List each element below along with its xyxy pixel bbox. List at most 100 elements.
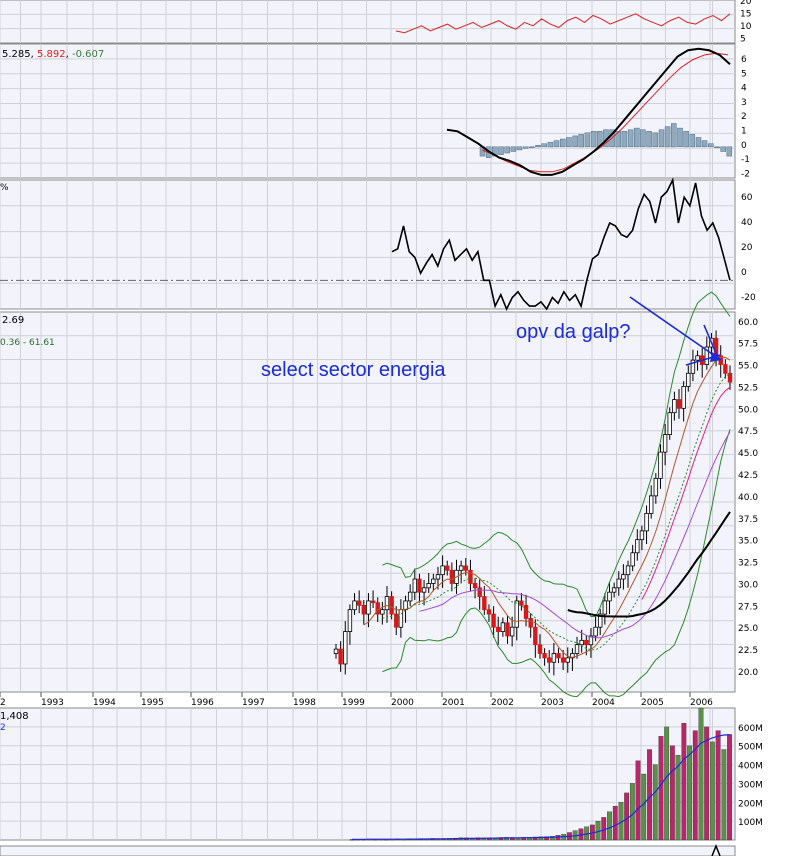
candle-down (445, 565, 450, 571)
price-tick-label: 27.5 (738, 602, 758, 612)
volume-bar (612, 805, 618, 841)
year-label: 2004 (592, 698, 615, 708)
candle-up (565, 657, 570, 663)
candle-up (574, 644, 580, 654)
macd-hist-bar (695, 137, 702, 148)
volume-bar (641, 773, 647, 841)
candle-down (723, 364, 728, 374)
price-tick-label: 42.5 (738, 471, 758, 481)
volume-bar (704, 726, 710, 841)
volume-bar (595, 820, 601, 841)
volume-bar (698, 707, 704, 841)
macd-tick-label: 3 (741, 98, 747, 108)
macd-tick-label: 1 (741, 127, 747, 137)
candle-up (366, 600, 371, 615)
volume-bar (538, 836, 544, 841)
macd-hist-bar (516, 146, 523, 151)
macd-hist-bar (615, 131, 622, 148)
macd-hist-bar (646, 131, 652, 148)
candle-down (560, 657, 566, 663)
roc-panel-bg (0, 179, 736, 310)
candle-up (695, 355, 700, 361)
year-label: 2003 (541, 698, 564, 708)
macd-hist-bar (578, 134, 584, 148)
candle-up (649, 495, 654, 514)
price-tick-label: 25.0 (738, 624, 758, 634)
candle-down (727, 372, 733, 383)
rsi-tick-label: 10 (740, 22, 752, 32)
macd-legend-part: -0.607 (72, 49, 104, 60)
candle-up (352, 600, 357, 611)
candle-up (588, 635, 594, 646)
candle-down (537, 644, 543, 654)
year-label: 1996 (191, 698, 214, 708)
candle-up (658, 451, 663, 479)
macd-hist-bar (634, 127, 640, 148)
drawn-annotation (629, 296, 722, 366)
annotation-arrow (629, 296, 719, 359)
candle-down (523, 604, 529, 619)
candle-down (519, 600, 524, 606)
year-label: 1993 (41, 698, 64, 708)
bottom-panel-bg (0, 845, 736, 857)
candle-down (338, 648, 343, 665)
rsi-hgrid (0, 13, 735, 30)
rsi-tick-label: 20 (740, 0, 752, 7)
candle-down (477, 587, 482, 597)
annotation-select-sector-energia: select sector energia (261, 359, 446, 381)
price-tick-label: 60.0 (738, 318, 758, 328)
macd-legend-part: , (31, 49, 37, 60)
year-label: 1994 (93, 698, 116, 708)
macd-hist-bar (701, 140, 708, 148)
candle-up (630, 552, 635, 567)
candle-up (343, 631, 348, 665)
candle-up (644, 512, 649, 532)
macd-hist-bar (541, 143, 547, 148)
volume-bars (349, 707, 732, 841)
macd-line (446, 47, 731, 176)
candle-down (547, 657, 552, 663)
candle-up (593, 626, 598, 637)
macd-hist-bar (689, 134, 696, 148)
ma-purple (419, 431, 731, 639)
roc-tick-label: 0 (741, 268, 747, 278)
price-tick-label: 50.0 (738, 405, 758, 415)
macd-hist-bar (720, 146, 726, 152)
candle-up (440, 565, 445, 576)
price-tick-label: 22.5 (738, 646, 758, 656)
price-tick-label: 20.0 (738, 668, 758, 678)
volume-bar (727, 734, 732, 841)
volume-moving-average (351, 734, 730, 840)
year-label: 2000 (391, 698, 414, 708)
candle-up (514, 600, 519, 628)
volume-tick-label: 500M (738, 743, 763, 753)
candle-up (431, 578, 436, 584)
candle-up (690, 359, 696, 374)
candle-down (533, 626, 538, 646)
candle-down (361, 604, 367, 615)
macd-hist-bar (671, 123, 677, 148)
price-legend-text: 0.36 - 61.61 (0, 338, 55, 348)
candle-up (412, 578, 417, 593)
macd-hist-bar (677, 127, 683, 148)
price-tick-label: 45.0 (738, 449, 758, 459)
volume-bar (629, 783, 635, 841)
bottom-panel-line (711, 843, 721, 857)
candle-up (602, 600, 608, 615)
volume-tick-label: 400M (738, 762, 763, 772)
candle-up (426, 583, 431, 589)
roc-label: % (0, 183, 9, 193)
candle-up (500, 622, 506, 632)
candle-up (621, 574, 626, 580)
macd-hist-bar (708, 143, 714, 148)
macd-hist-bar (584, 132, 591, 148)
candle-up (686, 372, 691, 387)
macd-hist-bar (529, 146, 535, 149)
candle-down (486, 609, 492, 615)
volume-bar (675, 754, 681, 841)
macd-hist-bar (726, 146, 733, 157)
macd-hist-bar (547, 141, 554, 148)
candle-down (417, 578, 422, 593)
macd-tick-label: 5 (741, 69, 747, 79)
